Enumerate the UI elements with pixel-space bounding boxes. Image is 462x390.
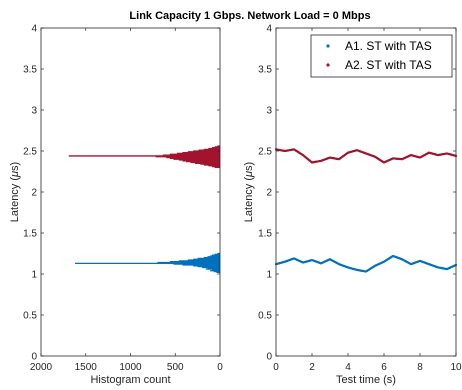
time-series-x-axis-label: Test time (s)	[336, 374, 396, 386]
histogram-y-tick-label: 3	[31, 106, 37, 117]
histogram-x-axis-label: Histogram count	[90, 374, 170, 386]
time-series-y-tick-label: 0.5	[258, 311, 272, 322]
histogram-x-tick-label: 500	[167, 362, 184, 373]
time-series-x-tick-label: 4	[345, 362, 351, 373]
time-series-x-tick-label: 0	[273, 362, 279, 373]
histogram-axes: 0 0.5 1 1.5 2 2.5 3 3.5 4 2000 1500 1000 500 0 Histog…	[9, 24, 223, 387]
time-series-x-tick-label: 2	[309, 362, 315, 373]
histogram-y-tick-label: 4	[31, 24, 37, 35]
time-series-x-tick-label: 8	[417, 362, 423, 373]
histogram-y-axis-label-suffix: s)	[9, 162, 21, 171]
legend-label-a2: A2. ST with TAS	[345, 58, 432, 72]
time-series-y-axis-label-prefix: Latency (	[243, 177, 255, 223]
legend-marker-a1	[326, 44, 330, 48]
histogram-x-tick-label: 1000	[119, 362, 142, 373]
histogram-ticks: 0 0.5 1 1.5 2 2.5 3 3.5 4 2000 1500 1000 500 0	[23, 24, 223, 374]
histogram-y-tick-label: 1	[31, 270, 37, 281]
histogram-y-axis-label-prefix: Latency (	[9, 177, 21, 223]
time-series-axes: 0 0.5 1 1.5 2 2.5 3 3.5 4 0 2 4 6 8 10 Test time (s) L…	[243, 24, 462, 387]
time-series-y-tick-label: 3	[266, 106, 272, 117]
histogram-bars	[68, 145, 220, 274]
histogram-y-tick-label: 0.5	[23, 311, 37, 322]
time-series-x-tick-label: 10	[450, 362, 462, 373]
histogram-y-tick-label: 3.5	[23, 65, 37, 76]
time-series-y-tick-label: 2.5	[258, 147, 272, 158]
legend-box	[310, 34, 453, 78]
histogram-y-tick-label: 2	[31, 188, 37, 199]
time-series-y-axis-label: Latency (μs)	[243, 162, 255, 222]
histogram-y-tick-label: 1.5	[23, 229, 37, 240]
time-series-points	[274, 148, 458, 273]
histogram-y-tick-label: 0	[31, 352, 37, 363]
histogram-x-tick-label: 0	[217, 362, 223, 373]
time-series-y-tick-label: 1.5	[258, 229, 272, 240]
histogram-plot-frame	[40, 27, 221, 357]
histogram-x-tick-label: 2000	[30, 362, 53, 373]
figure-title: Link Capacity 1 Gbps. Network Load = 0 M…	[129, 10, 370, 22]
legend-label-a1: A1. ST with TAS	[345, 39, 432, 53]
time-series-ticks: 0 0.5 1 1.5 2 2.5 3 3.5 4 0 2 4 6 8 10	[258, 24, 462, 374]
time-series-y-tick-label: 0	[266, 352, 272, 363]
histogram-y-tick-label: 2.5	[23, 147, 37, 158]
histogram-y-axis-label-mu: μ	[9, 171, 21, 178]
legend: A1. ST with TAS A2. ST with TAS	[310, 34, 453, 78]
time-series-y-tick-label: 2	[266, 188, 272, 199]
histogram-y-axis-label: Latency (μs)	[9, 162, 21, 222]
time-series-y-axis-label-suffix: s)	[243, 162, 255, 171]
histogram-x-tick-label: 1500	[75, 362, 98, 373]
time-series-y-tick-label: 3.5	[258, 65, 272, 76]
time-series-x-tick-label: 6	[381, 362, 387, 373]
legend-marker-a2	[326, 63, 330, 67]
time-series-y-tick-label: 4	[266, 24, 272, 35]
time-series-y-tick-label: 1	[266, 270, 272, 281]
time-series-y-axis-label-mu: μ	[243, 171, 255, 178]
